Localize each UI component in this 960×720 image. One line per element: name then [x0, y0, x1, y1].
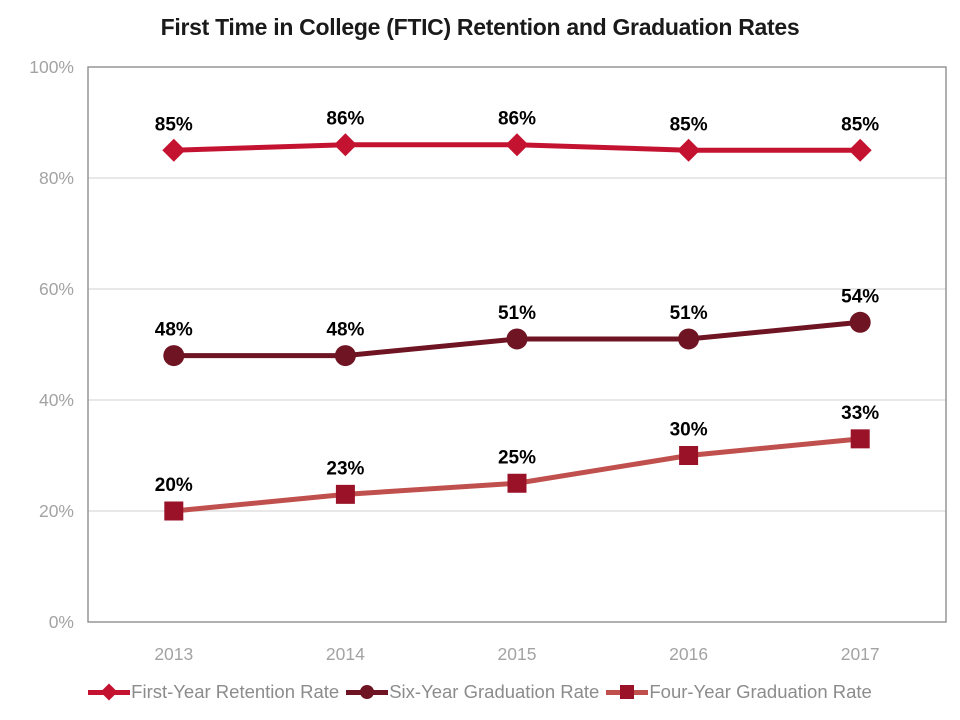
data-point-label: 86%: [498, 109, 536, 130]
legend-label: First-Year Retention Rate: [131, 681, 340, 702]
data-point-circle-icon: [163, 345, 185, 367]
legend-marker-diamond-icon: [88, 683, 131, 701]
data-point-square-icon: [335, 484, 355, 504]
data-point-square-icon: [850, 429, 870, 449]
y-tick-label: 100%: [29, 57, 74, 77]
data-point-square-icon: [679, 446, 699, 465]
legend-diamond-icon: [100, 683, 118, 701]
data-point-diamond-icon: [848, 138, 872, 162]
legend-label: Six-Year Graduation Rate: [389, 681, 600, 702]
x-tick-label: 2014: [326, 644, 365, 664]
data-point-label: 85%: [841, 114, 879, 135]
data-point-circle-icon: [678, 328, 700, 350]
data-point-diamond-icon: [162, 138, 186, 162]
chart-legend: First-Year Retention Rate Six-Year Gradua…: [0, 677, 960, 707]
data-point-circle-icon: [334, 345, 356, 367]
chart-title: First Time in College (FTIC) Retention a…: [160, 14, 800, 40]
data-point-label: 51%: [670, 303, 708, 324]
legend-circle-icon: [360, 685, 375, 699]
legend-marker-circle-icon: [346, 685, 389, 699]
data-point-diamond-icon: [505, 133, 529, 157]
data-point-circle-icon: [506, 328, 528, 350]
x-tick-label: 2015: [498, 644, 537, 664]
data-point-diamond-icon: [333, 133, 357, 157]
legend-item: Six-Year Graduation Rate: [346, 681, 599, 703]
data-point-label: 33%: [841, 403, 879, 424]
data-point-label: 20%: [155, 475, 193, 496]
y-tick-label: 0%: [49, 612, 74, 632]
data-point-label: 48%: [155, 320, 193, 341]
legend-item: Four-Year Graduation Rate: [606, 681, 872, 703]
plot-border: [87, 66, 947, 623]
y-tick-label: 80%: [39, 168, 74, 188]
data-point-label: 30%: [670, 420, 708, 441]
x-tick-label: 2016: [669, 644, 708, 664]
y-tick-label: 40%: [39, 390, 74, 410]
data-point-diamond-icon: [677, 138, 701, 162]
data-point-label: 48%: [326, 320, 364, 341]
legend-marker-square-icon: [606, 685, 649, 699]
y-tick-label: 20%: [39, 501, 74, 521]
x-tick-label: 2013: [154, 644, 193, 664]
y-tick-label: 60%: [39, 279, 74, 299]
legend-label: Four-Year Graduation Rate: [649, 681, 872, 702]
data-point-label: 54%: [841, 286, 879, 307]
data-point-circle-icon: [849, 311, 871, 333]
data-point-square-icon: [164, 501, 184, 521]
legend-item: First-Year Retention Rate: [88, 681, 339, 703]
x-tick-label: 2017: [841, 644, 880, 664]
data-point-label: 51%: [498, 303, 536, 324]
data-point-square-icon: [507, 473, 527, 493]
data-point-label: 23%: [326, 458, 364, 479]
legend-square-icon: [620, 685, 635, 699]
data-point-label: 25%: [498, 447, 536, 468]
data-point-label: 85%: [670, 114, 708, 135]
data-point-label: 86%: [326, 109, 364, 130]
data-point-label: 85%: [155, 114, 193, 135]
